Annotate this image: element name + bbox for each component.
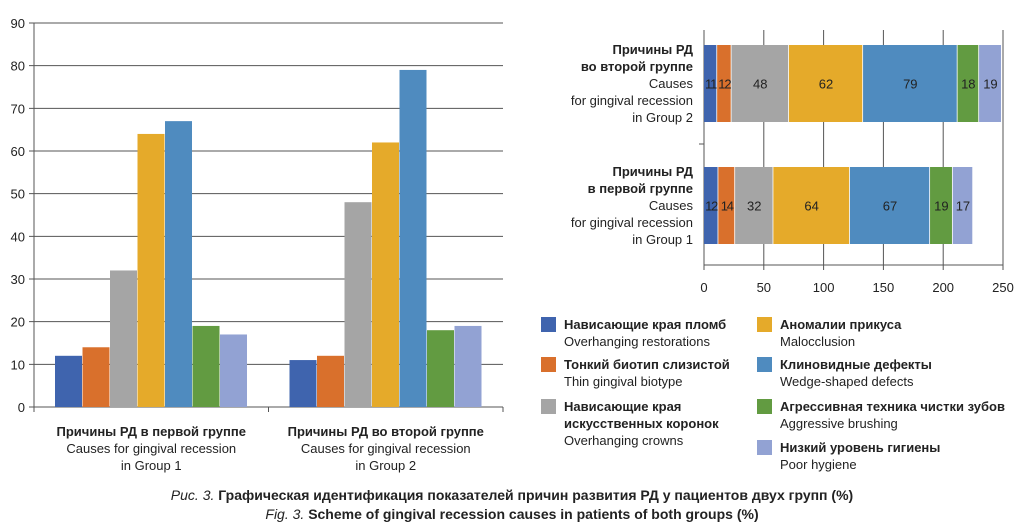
y-category-label-en: in Group 1: [632, 232, 693, 247]
stacked-segment: [849, 167, 930, 244]
stacked-segment: [979, 45, 1002, 122]
bar: [372, 142, 399, 407]
stacked-segment: [788, 45, 863, 122]
bar: [165, 121, 192, 407]
data-label: 64: [804, 199, 818, 214]
stacked-segment: [863, 45, 957, 122]
stacked-segment: [704, 167, 718, 244]
x-tick-label: 200: [932, 280, 954, 295]
bar: [399, 69, 427, 407]
data-label: 18: [961, 77, 975, 92]
data-label: 67: [883, 199, 897, 214]
bar: [110, 270, 137, 407]
x-category-label-ru: Причины РД во второй группе: [288, 424, 484, 439]
data-label: 14: [721, 199, 734, 214]
chart-canvas: 0 10 20 30 40 50 60 70 80 90 Причины РД в первой г…: [11, 16, 1014, 473]
y-category-label-en: in Group 2: [632, 110, 693, 125]
y-category-label-en: Causes: [649, 76, 694, 91]
data-label: 11: [705, 77, 717, 92]
y-category-label-ru: Причины РД: [613, 42, 694, 57]
bar: [137, 133, 165, 407]
data-label: 12: [718, 77, 731, 92]
stacked-segment: [717, 45, 731, 122]
y-category-label-ru: Причины РД: [613, 164, 694, 179]
data-label: 19: [934, 199, 948, 214]
x-tick-label: 250: [992, 280, 1014, 295]
stacked-segment: [952, 167, 973, 244]
y-category-label-en: Causes: [649, 198, 694, 213]
x-category-label-en: in Group 2: [355, 458, 416, 473]
caption-ru-text: Графическая идентификация показателей пр…: [218, 487, 854, 503]
stacked-segment: [718, 167, 735, 244]
stacked-segment: [735, 167, 773, 244]
bar: [192, 325, 220, 407]
x-category-label-en: Causes for gingival recession: [66, 441, 236, 456]
data-label: 32: [747, 199, 761, 214]
y-category-label-en: for gingival recession: [571, 93, 693, 108]
caption-en: Fig. 3. Scheme of gingival recession cau…: [0, 505, 1024, 524]
x-tick-label: 150: [873, 280, 895, 295]
stacked-segment: [957, 45, 979, 122]
bar: [289, 360, 317, 407]
bar: [55, 355, 82, 407]
y-tick-label: 90: [11, 16, 25, 31]
y-category-label-ru: во второй группе: [581, 59, 693, 74]
bar: [317, 355, 344, 407]
data-label: 12: [705, 199, 718, 214]
y-tick-label: 70: [11, 101, 25, 116]
y-tick-label: 50: [11, 187, 25, 202]
stacked-segment: [731, 45, 789, 122]
stacked-segment: [773, 167, 850, 244]
y-tick-label: 0: [18, 400, 25, 415]
stacked-segment: [704, 45, 717, 122]
y-tick-label: 20: [11, 315, 25, 330]
x-category-label-ru: Причины РД в первой группе: [57, 424, 246, 439]
x-tick-label: 100: [813, 280, 835, 295]
data-label: 79: [903, 77, 917, 92]
stacked-segment: [930, 167, 952, 244]
data-label: 17: [956, 199, 970, 214]
y-tick-label: 10: [11, 357, 25, 372]
y-tick-label: 80: [11, 59, 25, 74]
data-label: 19: [983, 77, 997, 92]
y-category-label-ru: в первой группе: [588, 181, 693, 196]
bar: [220, 334, 247, 407]
bar: [82, 347, 110, 407]
x-category-label-en: Causes for gingival recession: [301, 441, 471, 456]
data-label: 48: [753, 77, 767, 92]
bar: [454, 325, 482, 407]
y-tick-label: 40: [11, 229, 25, 244]
x-tick-label: 0: [700, 280, 707, 295]
y-category-label-en: for gingival recession: [571, 215, 693, 230]
x-tick-label: 50: [757, 280, 771, 295]
bar: [427, 330, 454, 407]
caption-ru-prefix: Рис. 3.: [170, 487, 215, 503]
x-category-label-en: in Group 1: [121, 458, 182, 473]
caption-en-prefix: Fig. 3.: [265, 506, 305, 522]
y-tick-label: 60: [11, 144, 25, 159]
y-tick-label: 30: [11, 272, 25, 287]
data-label: 62: [819, 77, 833, 92]
caption-en-text: Scheme of gingival recession causes in p…: [308, 506, 759, 522]
caption-ru: Рис. 3. Графическая идентификация показа…: [0, 486, 1024, 505]
bar: [344, 202, 372, 407]
